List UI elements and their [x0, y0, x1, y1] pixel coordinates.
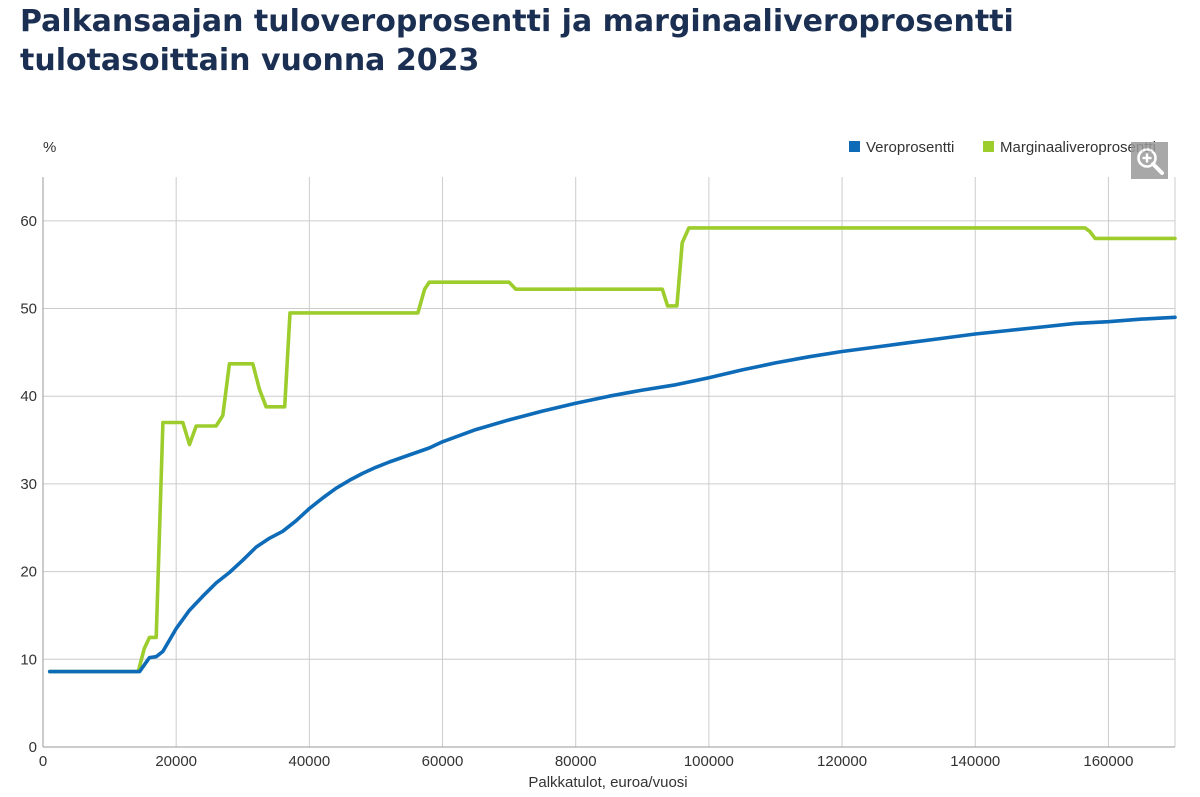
x-tick-label: 0	[39, 753, 47, 770]
series-line-veroprosentti	[47, 315, 1177, 674]
x-tick-label: 120000	[817, 753, 867, 770]
legend-swatch	[849, 141, 860, 152]
x-tick-label: 140000	[950, 753, 1000, 770]
y-tick-label: 30	[20, 476, 37, 493]
legend-swatch	[983, 141, 994, 152]
legend[interactable]: Veroprosentti Marginaaliveroprosentti	[849, 139, 1156, 156]
y-tick-label: 10	[20, 651, 37, 668]
y-tick-label: 0	[29, 739, 37, 756]
y-axis-label: %	[43, 139, 56, 156]
x-tick-label: 20000	[155, 753, 197, 770]
x-tick-label: 60000	[422, 753, 464, 770]
legend-item-marginaaliveroprosentti[interactable]: Marginaaliveroprosentti	[983, 139, 1156, 156]
legend-item-veroprosentti[interactable]: Veroprosentti	[849, 139, 954, 156]
series-layer	[47, 226, 1177, 674]
series-line-marginaaliveroprosentti	[47, 226, 1177, 674]
chart-title: Palkansaajan tuloveroprosentti ja margin…	[20, 4, 1014, 78]
axes: 0 20000 40000 60000 80000 100000 120000 140000 1…	[20, 177, 1133, 770]
x-tick-label: 100000	[684, 753, 734, 770]
y-tick-label: 20	[20, 564, 37, 581]
zoom-in-icon	[1136, 147, 1164, 175]
x-tick-label: 40000	[288, 753, 330, 770]
x-tick-label: 80000	[555, 753, 597, 770]
legend-label: Veroprosentti	[866, 139, 954, 156]
legend-label: Marginaaliveroprosentti	[1000, 139, 1156, 156]
x-tick-label: 160000	[1083, 753, 1133, 770]
y-tick-label: 50	[20, 301, 37, 318]
y-tick-label: 60	[20, 213, 37, 230]
grid	[43, 177, 1176, 748]
zoom-button[interactable]	[1131, 142, 1168, 179]
x-axis-label: Palkkatulot, euroa/vuosi	[528, 774, 687, 791]
y-tick-label: 40	[20, 388, 37, 405]
